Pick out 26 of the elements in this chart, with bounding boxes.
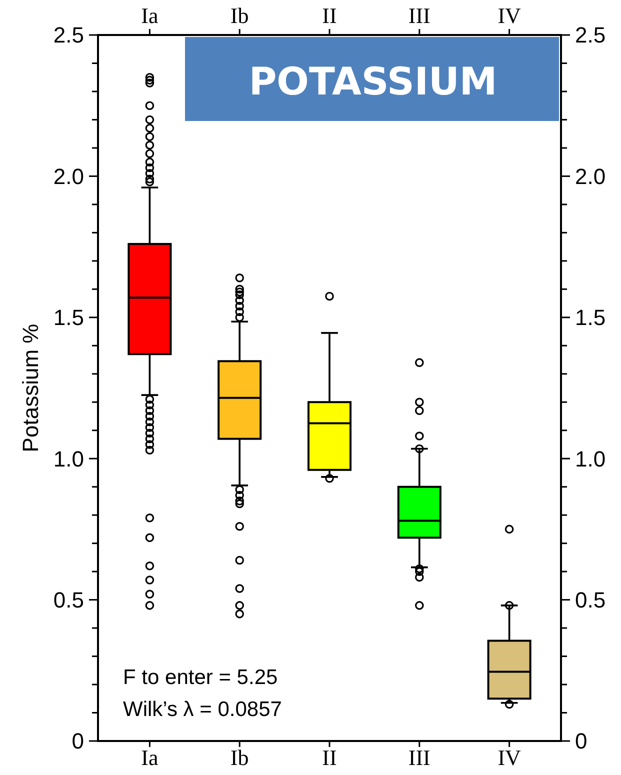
annotation: Wilk’s λ = 0.0857 — [123, 698, 282, 721]
y2-tick-label: 2.0 — [575, 164, 606, 189]
y2-tick-label: 1.0 — [575, 446, 606, 472]
category-label: II — [322, 3, 337, 28]
category-label: III — [408, 3, 430, 28]
category-label: IV — [498, 3, 521, 28]
x-tick-label: III — [408, 745, 430, 770]
x-tick-label: II — [322, 745, 337, 770]
category-label: Ia — [141, 3, 158, 28]
y2-tick-label: 0 — [575, 728, 588, 754]
y2-tick-label: 1.5 — [575, 305, 606, 330]
y-tick-label: 2.0 — [53, 164, 84, 189]
y-tick-label: 0.5 — [53, 588, 84, 612]
y2-tick-label: 2.5 — [575, 22, 606, 48]
y2-tick-label: 0.5 — [575, 588, 606, 612]
x-tick-label: Ib — [230, 745, 249, 770]
x-tick-label: Ia — [141, 745, 158, 770]
y-tick-label: 0 — [72, 728, 84, 754]
y-tick-label: 1.5 — [53, 305, 84, 330]
y-tick-label: 1.0 — [53, 446, 84, 472]
text: POTASSIUM — [248, 59, 498, 104]
y-tick-label: 2.5 — [53, 22, 84, 48]
x-tick-label: IV — [498, 745, 522, 770]
annotation: F to enter = 5.25 — [123, 666, 278, 689]
y-axis-title: Potassium % — [18, 324, 43, 452]
category-label: Ib — [230, 3, 249, 28]
